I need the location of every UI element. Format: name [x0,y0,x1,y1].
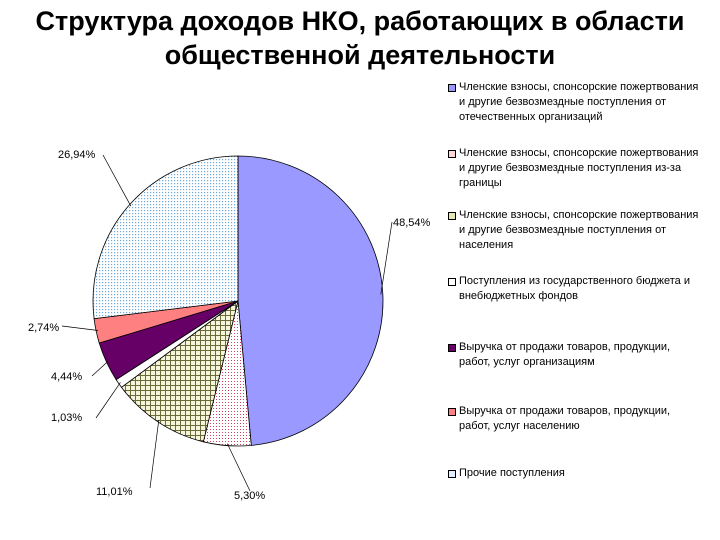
data-label: 5,30% [234,490,265,502]
data-label: 11,01% [96,486,133,498]
pie-slice [237,155,384,446]
leader-line [380,221,393,295]
data-label: 48,54% [393,217,431,229]
chart-title-line-1: Структура доходов НКО, работающих в обла… [35,6,685,36]
legend-swatch [448,84,456,92]
legend-swatch [448,150,456,158]
leader-line [61,325,99,331]
legend-label: Членские взносы, спонсорские пожертвован… [459,147,699,189]
chart-title: Структура доходов НКО, работающих в обла… [0,4,720,72]
pie-slice [92,155,239,320]
legend-swatch [448,408,456,416]
data-label: 4,44% [51,371,82,383]
data-label: 26,94% [58,149,96,161]
legend-swatch [448,278,456,286]
legend-swatch [448,344,456,352]
leader-lines [61,154,393,492]
legend-swatch [448,470,456,478]
legend-swatch [448,212,456,220]
data-label: 1,03% [51,412,82,424]
data-label: 2,74% [28,322,59,334]
chart-title-line-2: общественной деятельности [164,40,556,70]
legend-label: Выручка от продажи товаров, продукции, ра… [459,405,671,432]
leader-line [226,443,251,492]
leader-line [91,360,109,377]
legend-label: Прочие поступления [459,467,565,479]
pie-slices [92,155,384,447]
leader-line [95,382,121,419]
leader-line [102,154,132,207]
pie-slice [120,300,239,443]
legend-label: Членские взносы, спонсорские пожертвован… [459,209,699,251]
legend-label: Членские взносы, спонсорские пожертвован… [459,81,699,123]
legend-label: Выручка от продажи товаров, продукции, ра… [459,341,671,368]
data-labels: 48,54% 5,30% 11,01% 1,03% 4,44% 2,74% 26,94% [28,149,431,502]
leader-line [149,419,160,489]
legend-label: Поступления из государственного бюджета … [459,275,690,302]
